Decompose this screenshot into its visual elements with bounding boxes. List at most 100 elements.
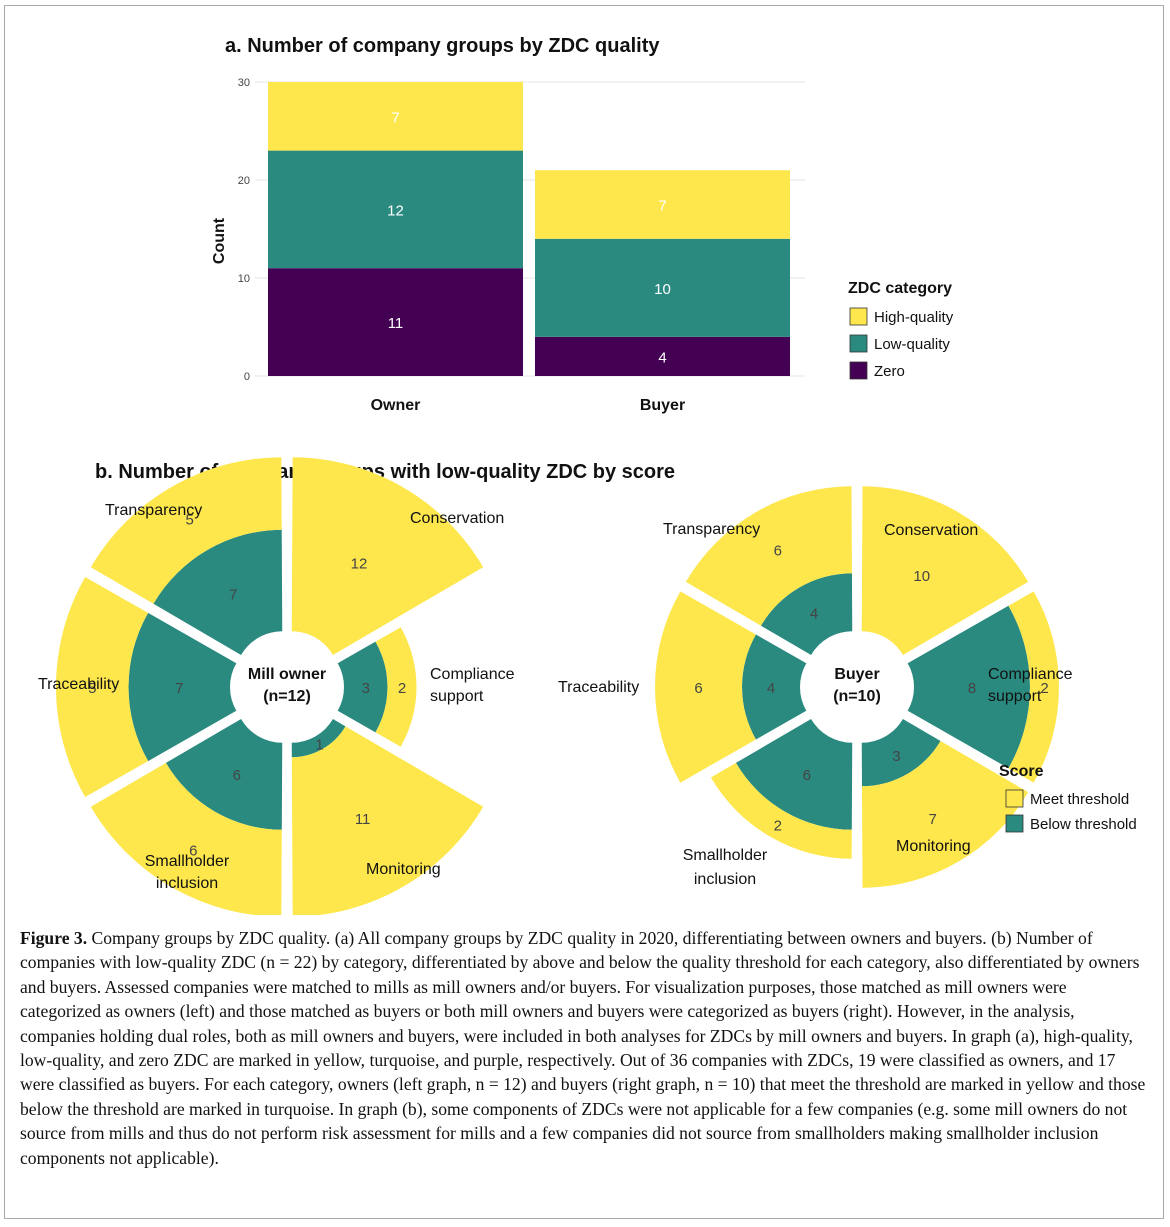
sector-conservation-meet-threshold bbox=[861, 486, 1029, 655]
y-tick-label-30: 30 bbox=[238, 77, 250, 89]
sector-monitoring-meet-threshold bbox=[291, 726, 484, 915]
value-label-smallholder-inclusion-below-threshold: 6 bbox=[803, 767, 811, 784]
sector-traceability: 46 bbox=[655, 591, 807, 783]
sector-traceability-meet-threshold bbox=[655, 591, 756, 783]
sector-monitoring: 111 bbox=[291, 719, 484, 915]
value-label-transparency-below-threshold: 7 bbox=[229, 587, 237, 604]
caption-text: Company groups by ZDC quality. (a) All c… bbox=[20, 928, 1146, 1168]
category-label-compliance-support-0: Compliance bbox=[430, 666, 515, 683]
value-label-transparency-meet-threshold: 6 bbox=[774, 543, 782, 560]
panel-a-x-ticks: Owner Buyer bbox=[371, 397, 686, 414]
panel-a-legend: ZDC category High-quality Low-quality Zero bbox=[848, 280, 954, 380]
sector-smallholder-inclusion-meet-threshold bbox=[90, 762, 282, 915]
caption-label: Figure 3. bbox=[20, 928, 88, 948]
bar-value-label-buyer-zero: 4 bbox=[658, 349, 666, 366]
value-label-traceability-below-threshold: 4 bbox=[767, 680, 775, 697]
category-label-monitoring-0: Monitoring bbox=[366, 861, 441, 878]
value-label-conservation-meet-threshold: 10 bbox=[913, 568, 930, 585]
sector-smallholder-inclusion-below-threshold bbox=[735, 719, 853, 830]
panel-a-title: a. Number of company groups by ZDC quali… bbox=[225, 35, 660, 57]
sector-compliance-support-meet-threshold bbox=[1008, 591, 1059, 783]
category-label-transparency-0: Transparency bbox=[105, 502, 202, 519]
sector-smallholder-inclusion: 66 bbox=[90, 719, 283, 915]
bar-value-label-buyer-low-quality: 10 bbox=[654, 281, 671, 298]
sector-transparency: 75 bbox=[90, 457, 283, 655]
center-label-0: Buyer bbox=[834, 666, 879, 683]
value-label-monitoring-meet-threshold: 11 bbox=[355, 811, 371, 828]
legend-a-swatch-low-quality bbox=[849, 334, 868, 353]
x-tick-label-buyer: Buyer bbox=[640, 397, 685, 414]
category-label-traceability-0: Traceability bbox=[38, 676, 119, 693]
category-label-smallholder-inclusion-1: inclusion bbox=[694, 871, 756, 888]
value-label-conservation-meet-threshold: 12 bbox=[351, 555, 368, 572]
legend-a-swatch-zero bbox=[849, 361, 868, 380]
value-label-monitoring-below-threshold: 3 bbox=[892, 748, 900, 765]
sector-transparency-below-threshold bbox=[153, 529, 283, 655]
value-label-smallholder-inclusion-meet-threshold: 6 bbox=[189, 842, 197, 859]
sector-conservation: 10 bbox=[861, 486, 1029, 655]
bar-owner-low-quality bbox=[268, 150, 523, 269]
sector-transparency-meet-threshold bbox=[90, 457, 282, 604]
value-label-compliance-support-meet-threshold: 2 bbox=[398, 680, 406, 697]
center-label-1: (n=12) bbox=[263, 688, 311, 705]
sector-monitoring-below-threshold bbox=[291, 719, 346, 758]
value-label-traceability-meet-threshold: 5 bbox=[88, 680, 96, 697]
panel-b-polar-charts: b. Number of company groups with low-qua… bbox=[38, 457, 1137, 915]
y-tick-label-10: 10 bbox=[238, 273, 250, 285]
y-tick-label-20: 20 bbox=[238, 175, 250, 187]
value-label-monitoring-meet-threshold: 7 bbox=[928, 811, 936, 828]
legend-b-swatch-below-threshold bbox=[1005, 814, 1024, 833]
value-label-smallholder-inclusion-below-threshold: 6 bbox=[233, 767, 241, 784]
legend-a-swatch-high-quality bbox=[849, 307, 868, 326]
legend-b-entry-below-threshold: Below threshold bbox=[1030, 816, 1137, 833]
legend-a-title: ZDC category bbox=[848, 280, 952, 297]
value-label-compliance-support-below-threshold: 8 bbox=[968, 680, 976, 697]
value-label-transparency-below-threshold: 4 bbox=[810, 606, 818, 623]
legend-b-entry-meet-threshold: Meet threshold bbox=[1030, 791, 1129, 808]
sector-compliance-support-below-threshold bbox=[907, 605, 1030, 769]
sector-conservation-meet-threshold bbox=[291, 457, 484, 655]
value-label-monitoring-below-threshold: 1 bbox=[315, 736, 323, 753]
y-tick-label-0: 0 bbox=[244, 371, 250, 383]
bar-value-label-buyer-high-quality: 7 bbox=[658, 198, 666, 215]
sector-traceability-below-threshold bbox=[742, 634, 807, 740]
sector-monitoring: 37 bbox=[861, 719, 1029, 888]
panel-a-y-ticks: 0 10 20 30 bbox=[238, 77, 250, 383]
bar-owner-zero bbox=[268, 268, 523, 376]
category-label-smallholder-inclusion-0: Smallholder bbox=[145, 853, 230, 870]
legend-b-swatch-meet-threshold bbox=[1005, 789, 1024, 808]
x-tick-label-owner: Owner bbox=[371, 397, 421, 414]
bar-value-label-owner-low-quality: 12 bbox=[387, 202, 404, 219]
sector-traceability: 75 bbox=[56, 577, 237, 797]
panel-b-legend: Score Meet threshold Below threshold bbox=[999, 763, 1137, 833]
center-label-1: (n=10) bbox=[833, 688, 881, 705]
category-label-compliance-support-1: support bbox=[988, 688, 1042, 705]
bar-owner-high-quality bbox=[268, 82, 523, 151]
center-label-0: Mill owner bbox=[248, 666, 326, 683]
sector-monitoring-meet-threshold bbox=[861, 740, 1029, 888]
sector-smallholder-inclusion-below-threshold bbox=[165, 719, 283, 830]
value-label-compliance-support-meet-threshold: 2 bbox=[1040, 680, 1048, 697]
panel-a-bars: 11 12 7 4 10 7 bbox=[268, 82, 790, 376]
panel-a-bar-chart: a. Number of company groups by ZDC quali… bbox=[211, 35, 954, 414]
figure-graphic: a. Number of company groups by ZDC quali… bbox=[38, 35, 1137, 915]
sector-smallholder-inclusion: 62 bbox=[710, 719, 853, 859]
legend-b-title: Score bbox=[999, 763, 1044, 780]
value-label-transparency-meet-threshold: 5 bbox=[185, 511, 193, 528]
bar-buyer-zero bbox=[535, 336, 790, 376]
sector-compliance-support-meet-threshold bbox=[375, 627, 417, 747]
category-label-conservation-0: Conservation bbox=[410, 510, 504, 527]
sector-traceability-below-threshold bbox=[128, 612, 237, 762]
value-label-compliance-support-below-threshold: 3 bbox=[362, 680, 370, 697]
sector-monitoring-below-threshold bbox=[861, 719, 941, 787]
sector-conservation: 12 bbox=[291, 457, 484, 655]
bar-value-label-owner-zero: 11 bbox=[388, 315, 404, 332]
bar-buyer-high-quality bbox=[535, 170, 790, 239]
category-label-compliance-support-1: support bbox=[430, 688, 484, 705]
legend-a-entry-high-quality: High-quality bbox=[874, 309, 954, 326]
category-label-traceability-0: Traceability bbox=[558, 679, 639, 696]
sector-transparency-meet-threshold bbox=[685, 486, 852, 626]
bar-buyer-low-quality bbox=[535, 238, 790, 337]
